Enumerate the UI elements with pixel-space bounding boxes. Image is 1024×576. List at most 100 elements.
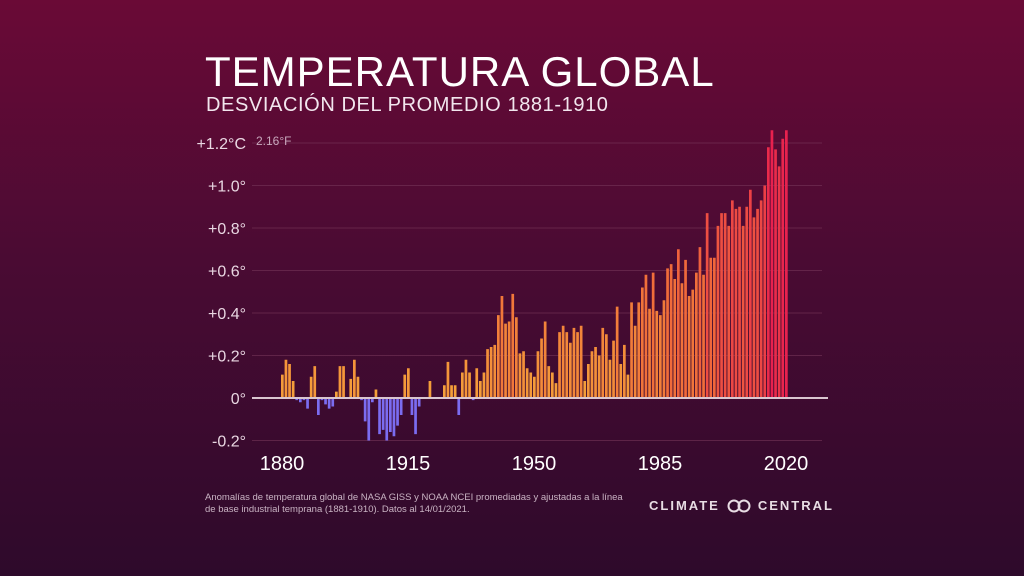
page-title: TEMPERATURA GLOBAL — [205, 48, 715, 95]
bar — [738, 206, 741, 398]
bar — [309, 376, 313, 398]
bar — [500, 296, 504, 398]
bar — [695, 272, 698, 399]
bar — [417, 398, 421, 407]
bar — [518, 353, 522, 399]
bar — [360, 398, 363, 401]
bar — [320, 398, 324, 401]
bar — [579, 325, 583, 398]
bar — [561, 325, 565, 398]
bar — [763, 185, 767, 398]
brand-left-text: CLIMATE — [649, 498, 720, 513]
bar — [655, 310, 659, 399]
bar — [644, 274, 648, 398]
bar — [741, 225, 745, 399]
bar — [299, 398, 302, 403]
bar — [698, 247, 702, 399]
bar — [554, 383, 558, 399]
bar — [342, 366, 345, 399]
bar — [630, 302, 633, 399]
bar — [533, 376, 536, 398]
bar — [659, 315, 662, 399]
bar — [396, 398, 399, 426]
bar — [504, 323, 507, 399]
bar — [601, 327, 605, 399]
bar — [583, 381, 587, 398]
bar — [716, 225, 720, 399]
bar — [677, 249, 680, 398]
bar — [759, 200, 763, 399]
y-tick-label: +0.8° — [208, 221, 246, 238]
bar — [615, 306, 619, 399]
bar — [565, 332, 569, 399]
bar — [363, 398, 367, 422]
bar — [731, 200, 734, 399]
bar — [597, 355, 601, 398]
bar — [479, 381, 482, 398]
bar — [367, 398, 371, 441]
page-subtitle: DESVIACIÓN DEL PROMEDIO 1881-1910 — [206, 94, 609, 116]
brand-logo: CLIMATE CENTRAL — [649, 498, 834, 513]
bar — [295, 398, 299, 401]
bar — [331, 398, 335, 407]
bar — [673, 279, 677, 398]
bar — [349, 378, 353, 399]
bar — [558, 332, 561, 399]
bar — [551, 372, 554, 398]
bar — [453, 385, 457, 398]
bar — [687, 296, 691, 398]
bar — [353, 359, 356, 398]
bar — [482, 372, 486, 398]
bar — [356, 376, 360, 398]
bar — [529, 372, 533, 398]
bar — [281, 374, 284, 399]
bar — [576, 332, 579, 399]
bar — [569, 342, 572, 398]
bar — [536, 351, 540, 398]
bar — [374, 389, 378, 398]
bar — [720, 213, 723, 399]
bar — [777, 166, 781, 398]
bar — [515, 317, 518, 398]
bar — [749, 189, 752, 398]
bar — [468, 372, 471, 398]
bar — [446, 361, 450, 399]
bar — [335, 391, 338, 399]
bar — [475, 368, 479, 398]
bar — [407, 368, 410, 398]
bar — [619, 364, 623, 398]
bar — [734, 208, 738, 399]
bar — [457, 398, 461, 415]
bar — [666, 268, 669, 399]
bar — [543, 321, 547, 398]
y-tick-label: -0.2° — [212, 434, 246, 451]
y-tick-label: +0.6° — [208, 264, 246, 281]
bar — [381, 398, 385, 430]
bar — [540, 338, 543, 398]
bar — [691, 289, 695, 399]
bar — [428, 381, 432, 398]
x-tick-label: 1985 — [638, 453, 683, 475]
bar — [626, 374, 630, 399]
bar — [489, 347, 493, 398]
bar — [410, 398, 414, 415]
bar — [727, 225, 731, 399]
bar — [403, 374, 407, 399]
bar — [471, 398, 475, 401]
bar — [507, 321, 511, 398]
bar — [497, 315, 500, 399]
climate-central-logo-icon — [726, 499, 752, 513]
bar — [774, 149, 777, 398]
bar — [709, 257, 713, 398]
bar — [608, 359, 612, 398]
bar — [669, 264, 673, 399]
bar — [399, 398, 403, 415]
bar — [522, 351, 525, 398]
bar — [306, 398, 309, 409]
x-axis-labels: 1880 1915 1950 1985 2020 — [260, 453, 809, 475]
bar — [371, 398, 374, 403]
bar — [684, 259, 687, 399]
bar — [461, 372, 464, 398]
bar — [680, 283, 684, 398]
